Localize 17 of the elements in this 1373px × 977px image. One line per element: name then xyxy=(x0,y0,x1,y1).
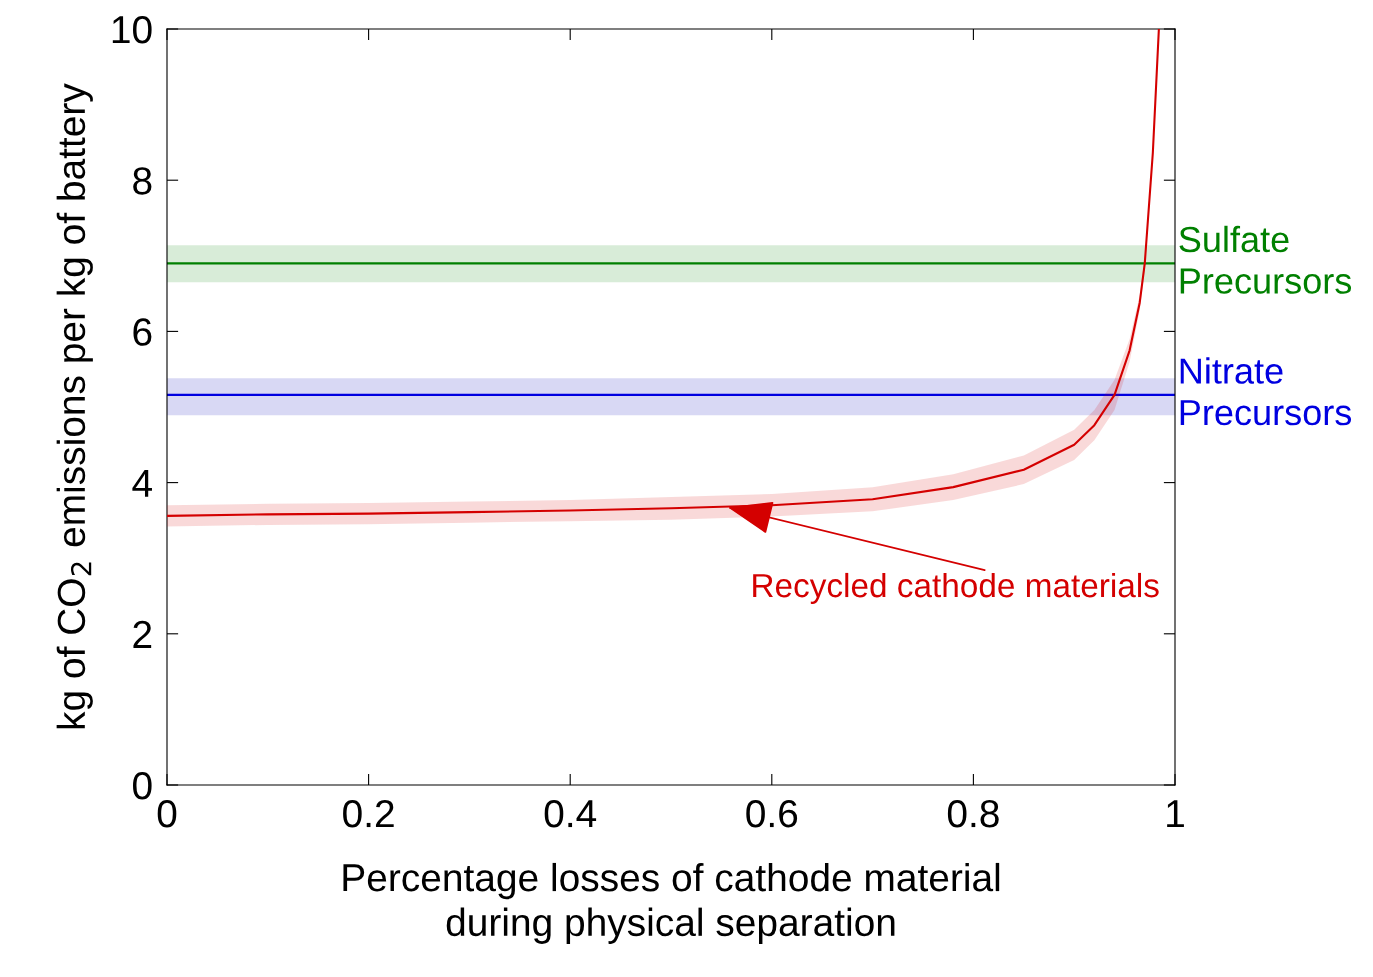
x-axis-title: Percentage losses of cathode material during physical separation xyxy=(343,862,1000,944)
y-tick-label: 0 xyxy=(133,771,152,800)
x-tick-label: 0 xyxy=(157,799,177,828)
x-tick-label: 1 xyxy=(1167,800,1184,828)
x-tick-label: 0.8 xyxy=(947,799,999,828)
x-tick-label: 0.6 xyxy=(746,799,798,828)
y-tick-label: 10 xyxy=(112,15,152,44)
y-tick-label: 6 xyxy=(133,318,152,346)
y-axis-title: kg of CO$_{2}$ emissions per kg of battery xyxy=(56,83,93,729)
ref-line-label: Nitrate Precursors xyxy=(1180,357,1352,426)
x-tick-label: 0.4 xyxy=(544,799,597,828)
x-tick-label: 0.2 xyxy=(343,799,394,828)
y-tick-label: 8 xyxy=(133,167,152,195)
y-tick-label: 4 xyxy=(132,469,152,497)
annotation: Recycled cathode materials xyxy=(753,572,1159,604)
y-tick-label: 2 xyxy=(133,620,152,648)
ref-line-label: Sulfate Precursors xyxy=(1179,225,1352,294)
